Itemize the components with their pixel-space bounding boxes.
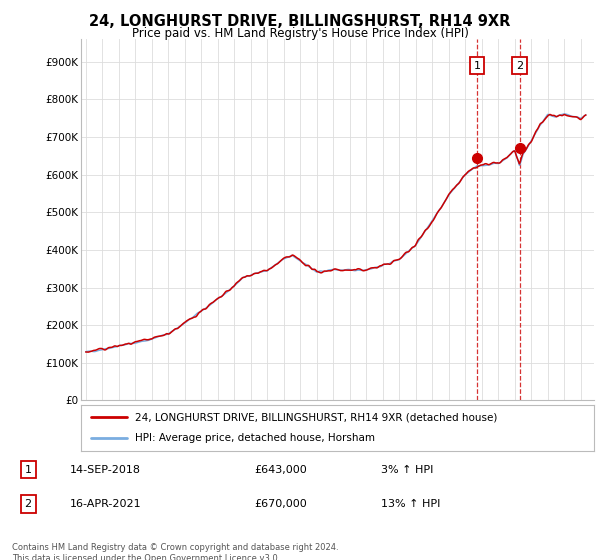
Text: HPI: Average price, detached house, Horsham: HPI: Average price, detached house, Hors… — [135, 433, 375, 444]
Text: 1: 1 — [25, 464, 32, 474]
Text: Price paid vs. HM Land Registry's House Price Index (HPI): Price paid vs. HM Land Registry's House … — [131, 27, 469, 40]
Text: 24, LONGHURST DRIVE, BILLINGSHURST, RH14 9XR: 24, LONGHURST DRIVE, BILLINGSHURST, RH14… — [89, 14, 511, 29]
Text: 1: 1 — [473, 60, 481, 71]
Text: Contains HM Land Registry data © Crown copyright and database right 2024.
This d: Contains HM Land Registry data © Crown c… — [12, 543, 338, 560]
Text: 16-APR-2021: 16-APR-2021 — [70, 499, 141, 508]
Text: 2: 2 — [516, 60, 523, 71]
Text: £643,000: £643,000 — [254, 464, 307, 474]
Text: 3% ↑ HPI: 3% ↑ HPI — [380, 464, 433, 474]
Text: £670,000: £670,000 — [254, 499, 307, 508]
Text: 14-SEP-2018: 14-SEP-2018 — [70, 464, 140, 474]
Text: 2: 2 — [25, 499, 32, 508]
Text: 24, LONGHURST DRIVE, BILLINGSHURST, RH14 9XR (detached house): 24, LONGHURST DRIVE, BILLINGSHURST, RH14… — [135, 412, 497, 422]
Text: 13% ↑ HPI: 13% ↑ HPI — [380, 499, 440, 508]
